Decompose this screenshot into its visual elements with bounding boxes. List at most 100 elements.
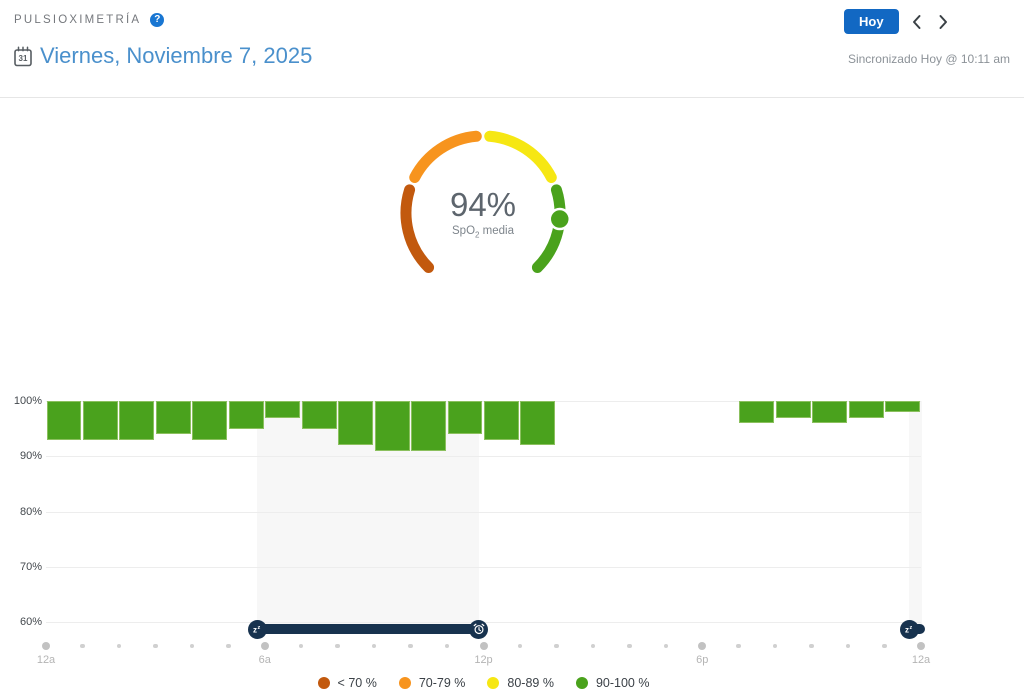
legend-dot bbox=[317, 677, 330, 689]
spo2-bar[interactable] bbox=[885, 401, 920, 413]
tick-dot bbox=[42, 642, 50, 650]
spo2-bar[interactable] bbox=[848, 401, 884, 418]
tick-dot bbox=[335, 643, 340, 649]
tick-dot bbox=[590, 643, 596, 649]
tick-dot bbox=[554, 643, 559, 649]
gauge-segment bbox=[531, 184, 566, 273]
legend-dot bbox=[487, 677, 500, 689]
gauge-segment bbox=[409, 130, 482, 183]
spo2-bar[interactable] bbox=[46, 401, 82, 440]
tick-dot bbox=[444, 643, 450, 649]
today-button[interactable]: Hoy bbox=[844, 9, 899, 34]
page-title: PULSIOXIMETRÍA bbox=[14, 14, 142, 26]
spo2-bar[interactable] bbox=[119, 401, 155, 440]
spo2-bar[interactable] bbox=[411, 401, 447, 451]
gridline-80 bbox=[46, 511, 921, 513]
legend-item: 90-100 % bbox=[575, 676, 650, 690]
ytick-label: 60% bbox=[19, 616, 42, 628]
gauge-sub-suffix: media bbox=[479, 225, 514, 237]
spo2-gauge: 94% SpO2 media bbox=[383, 113, 583, 313]
ytick-label: 80% bbox=[19, 505, 42, 518]
tick-dot bbox=[517, 643, 523, 649]
alarm-clock-icon bbox=[473, 623, 485, 635]
gauge-sub-prefix: SpO bbox=[452, 225, 476, 237]
gridline-100 bbox=[46, 401, 921, 402]
sync-status: Sincronizado Hoy @ 10:11 am bbox=[847, 52, 1010, 66]
gauge-arc bbox=[400, 130, 572, 273]
gauge-marker-dot bbox=[548, 207, 572, 231]
tick-dot bbox=[663, 643, 669, 649]
spo2-bar[interactable] bbox=[338, 401, 374, 446]
legend-label: 70-79 % bbox=[418, 676, 466, 690]
gauge-sublabel: SpO2 media bbox=[383, 225, 583, 239]
gauge-segment bbox=[484, 130, 557, 183]
xtick-label: 12p bbox=[474, 654, 493, 666]
tick-dot bbox=[153, 643, 158, 649]
date-nav-controls: Hoy bbox=[844, 9, 953, 34]
xtick-label: 12a bbox=[36, 654, 56, 666]
svg-text:z: z bbox=[909, 625, 912, 631]
spo2-bar[interactable] bbox=[228, 401, 264, 429]
prev-day-button[interactable] bbox=[907, 12, 926, 32]
gauge-sub-script: 2 bbox=[475, 230, 480, 240]
spo2-bar[interactable] bbox=[484, 401, 519, 440]
spo2-bar[interactable] bbox=[265, 401, 301, 418]
tick-dot bbox=[371, 643, 377, 649]
spo2-bar[interactable] bbox=[192, 401, 228, 440]
next-day-button[interactable] bbox=[934, 12, 953, 32]
tick-dot bbox=[189, 643, 195, 649]
tick-dot bbox=[698, 642, 707, 650]
tick-dot bbox=[845, 643, 851, 649]
svg-text:z: z bbox=[253, 626, 257, 635]
tick-dot bbox=[226, 643, 231, 649]
legend-item: < 70 % bbox=[317, 676, 377, 690]
tick-dot bbox=[772, 643, 778, 649]
legend-item: 70-79 % bbox=[398, 676, 466, 690]
spo2-bar[interactable] bbox=[739, 401, 775, 424]
ytick-label: 100% bbox=[13, 395, 42, 407]
legend-label: < 70 % bbox=[337, 676, 377, 690]
legend-label: 90-100 % bbox=[595, 676, 650, 690]
spo2-bar[interactable] bbox=[155, 401, 191, 435]
tick-dot bbox=[260, 642, 269, 650]
tick-dot bbox=[408, 643, 413, 649]
tick-dot bbox=[627, 643, 632, 649]
tick-dot bbox=[736, 643, 741, 649]
chart-legend: < 70 % 70-79 % 80-89 % 90-100 % bbox=[46, 676, 921, 690]
spo2-bar[interactable] bbox=[775, 401, 811, 418]
sleep-slider-band[interactable] bbox=[257, 624, 482, 634]
gauge-segment bbox=[400, 184, 435, 273]
gauge-value: 94% bbox=[449, 186, 517, 223]
tick-dot bbox=[80, 643, 85, 649]
header-divider bbox=[0, 97, 1024, 98]
header: PULSIOXIMETRÍA ? bbox=[14, 13, 165, 27]
spo2-bar[interactable] bbox=[520, 401, 556, 446]
date-label: Viernes, Noviembre 7, 2025 bbox=[40, 43, 313, 68]
tick-dot bbox=[882, 643, 887, 649]
calendar-day-number: 31 bbox=[19, 54, 28, 63]
ytick-label: 90% bbox=[19, 450, 42, 463]
tick-dot bbox=[298, 643, 304, 649]
gridline-90 bbox=[46, 456, 921, 458]
tick-dot bbox=[917, 642, 925, 650]
spo2-bar[interactable] bbox=[301, 401, 337, 429]
help-icon[interactable]: ? bbox=[150, 13, 165, 27]
xtick-label: 12a bbox=[911, 654, 931, 666]
ytick-label: 70% bbox=[19, 560, 42, 573]
date-picker[interactable]: 31 Viernes, Noviembre 7, 2025 bbox=[14, 43, 312, 69]
sleep-shade-region bbox=[909, 401, 923, 624]
wake-time-handle[interactable] bbox=[469, 619, 489, 639]
spo2-bar[interactable] bbox=[447, 401, 483, 435]
chevron-right-icon bbox=[939, 14, 947, 29]
spo2-bar[interactable] bbox=[812, 401, 848, 424]
chevron-left-icon bbox=[912, 14, 921, 29]
xtick-label: 6p bbox=[696, 654, 709, 666]
spo2-bar[interactable] bbox=[82, 401, 118, 440]
spo2-bar[interactable] bbox=[374, 401, 410, 451]
legend-item: 80-89 % bbox=[487, 676, 554, 690]
